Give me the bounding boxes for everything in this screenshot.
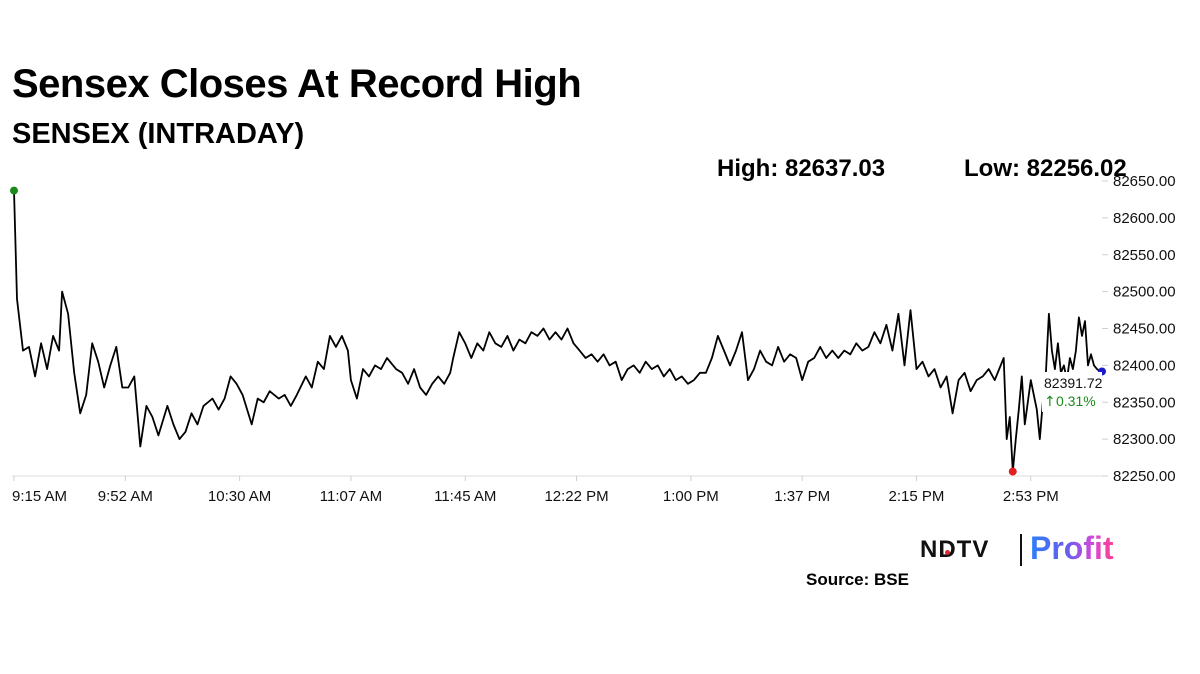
x-tick-label: 9:52 AM (98, 488, 153, 505)
change-arrow-icon: ↑ (1044, 394, 1056, 410)
x-tick-label: 9:15 AM (12, 488, 67, 505)
y-tick-label: 82350.00 (1113, 394, 1176, 411)
high-value-label: High: 82637.03 (717, 155, 886, 182)
last-value-box (1042, 372, 1102, 412)
y-tick-label: 82400.00 (1113, 357, 1176, 374)
logo-divider (1020, 534, 1022, 566)
y-axis-ticks: 82250.00 82300.00 82350.00 82400.00 82450.00… (1102, 173, 1176, 485)
y-tick-label: 82500.00 (1113, 284, 1176, 301)
x-tick-label: 2:15 PM (889, 488, 945, 505)
change-percent-text: 0.31% (1056, 393, 1096, 409)
low-value-label: Low: 82256.02 (964, 155, 1127, 182)
price-series-line (13, 190, 1101, 473)
low-point-marker (1008, 467, 1017, 476)
x-tick-label: 11:07 AM (320, 488, 382, 505)
y-tick-label: 82300.00 (1113, 431, 1176, 448)
y-tick-label: 82650.00 (1113, 173, 1176, 190)
x-tick-label: 1:00 PM (663, 488, 719, 505)
extreme-markers (10, 186, 1106, 476)
source-note: Source: BSE (806, 570, 909, 589)
last-value-text: 82391.72 (1044, 375, 1103, 391)
x-tick-label: 12:22 PM (544, 488, 608, 505)
y-tick-label: 82450.00 (1113, 321, 1176, 338)
y-tick-label: 82250.00 (1113, 468, 1176, 485)
y-tick-label: 82600.00 (1113, 210, 1176, 227)
chart-title: Sensex Closes At Record High (12, 62, 582, 106)
x-tick-label: 11:45 AM (434, 488, 496, 505)
y-tick-label: 82550.00 (1113, 247, 1176, 264)
chart-subtitle: SENSEX (INTRADAY) (12, 118, 305, 150)
logo-ndtv-text: NDTV (920, 536, 990, 563)
x-tick-label: 10:30 AM (208, 488, 271, 505)
x-tick-label: 2:53 PM (1003, 488, 1059, 505)
last-value-callout: 82391.72 ↑ 0.31% (1042, 372, 1103, 412)
x-axis-ticks: 9:15 AM 9:52 AM 10:30 AM 11:07 AM 11:45 AM 12… (12, 476, 1059, 505)
x-tick-label: 1:37 PM (774, 488, 830, 505)
high-point-marker (10, 186, 18, 195)
logo-profit-text: Profit (1030, 530, 1114, 566)
